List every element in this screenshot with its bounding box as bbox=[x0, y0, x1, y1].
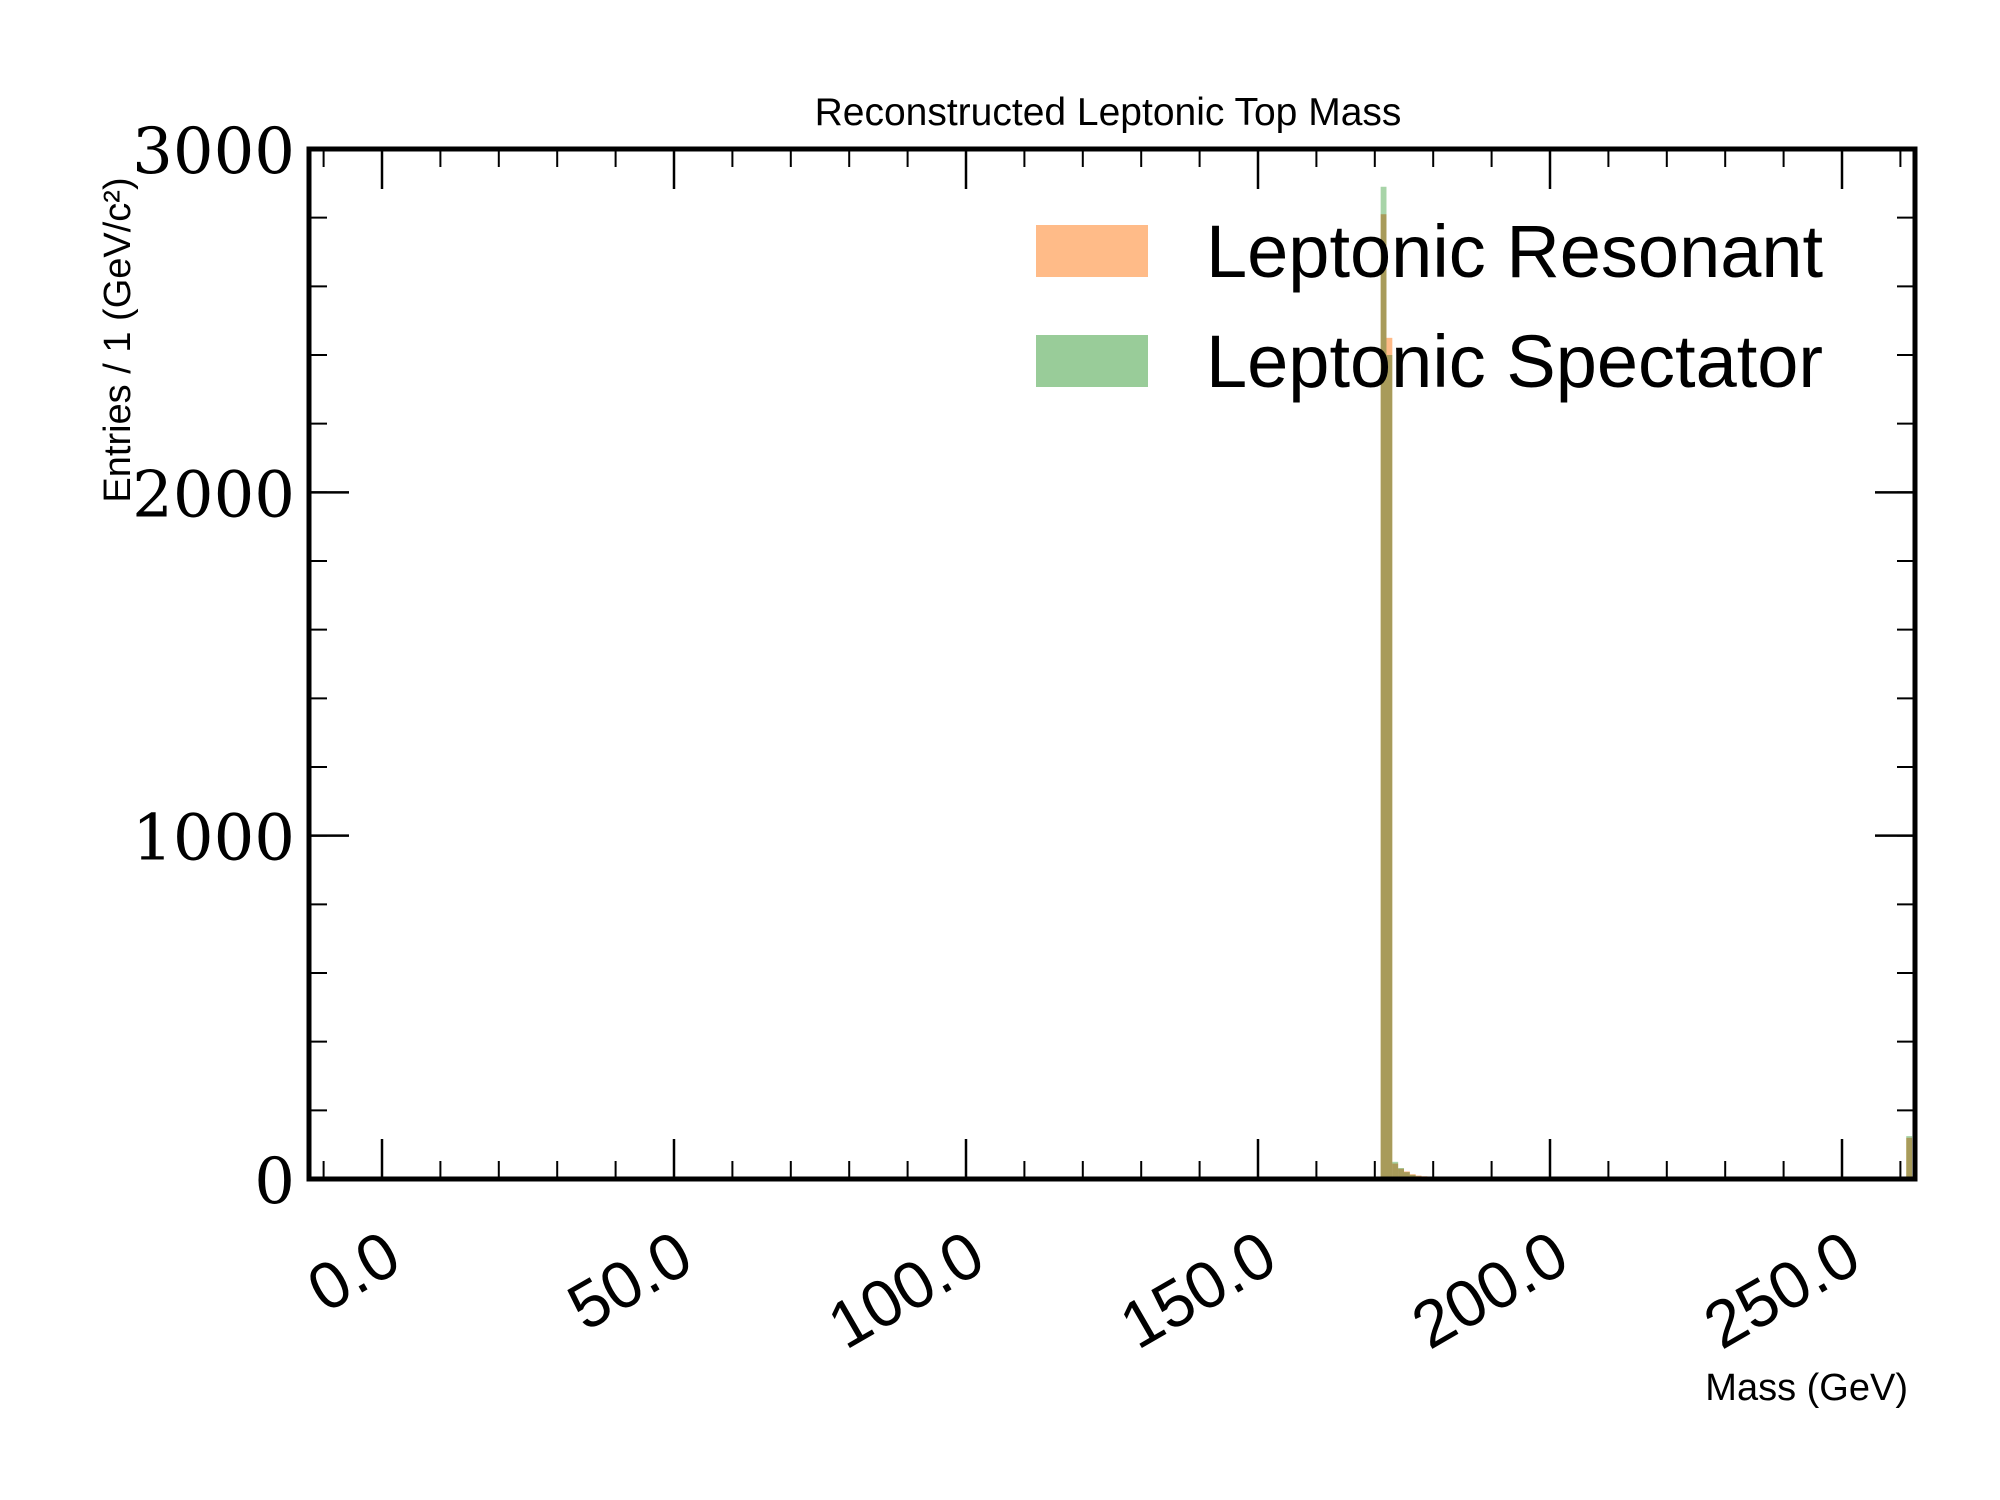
x-tick-label: 150.0 bbox=[1107, 1216, 1287, 1363]
plot-frame bbox=[306, 146, 1918, 1182]
x-tick-label: 200.0 bbox=[1399, 1216, 1579, 1363]
y-tick-labels: 0 1000 2000 3000 bbox=[132, 115, 295, 1219]
axis-ticks bbox=[309, 147, 1915, 1181]
y-tick-label: 1000 bbox=[132, 802, 295, 876]
y-axis-label: Entries / 1 (GeV/c²) bbox=[97, 177, 139, 502]
x-tick-label: 0.0 bbox=[295, 1216, 411, 1326]
hist-bar-spectator bbox=[1398, 1168, 1404, 1179]
legend-label: Leptonic Resonant bbox=[1206, 210, 1824, 293]
x-tick-label: 250.0 bbox=[1691, 1216, 1871, 1363]
chart-title: Reconstructed Leptonic Top Mass bbox=[815, 91, 1402, 134]
hist-bar-spectator bbox=[1404, 1172, 1410, 1179]
x-tick-label: 100.0 bbox=[815, 1216, 995, 1363]
y-tick-label: 2000 bbox=[132, 458, 295, 532]
y-tick-label: 0 bbox=[254, 1145, 295, 1219]
legend-swatch bbox=[1036, 335, 1148, 387]
legend-swatch bbox=[1036, 225, 1148, 277]
hist-bar-spectator bbox=[1386, 355, 1393, 1179]
legend: Leptonic Resonant Leptonic Spectator bbox=[1036, 210, 1824, 403]
hist-bar-spectator bbox=[1906, 1136, 1913, 1179]
legend-label: Leptonic Spectator bbox=[1206, 320, 1823, 403]
x-axis-label: Mass (GeV) bbox=[1705, 1367, 1908, 1409]
hist-bar-spectator bbox=[1392, 1161, 1399, 1179]
hist-bar-spectator bbox=[1380, 186, 1387, 1179]
x-tick-labels: 0.0 50.0 100.0 150.0 200.0 250.0 bbox=[295, 1216, 1871, 1363]
y-tick-label: 3000 bbox=[132, 115, 295, 189]
x-tick-label: 50.0 bbox=[555, 1216, 703, 1344]
